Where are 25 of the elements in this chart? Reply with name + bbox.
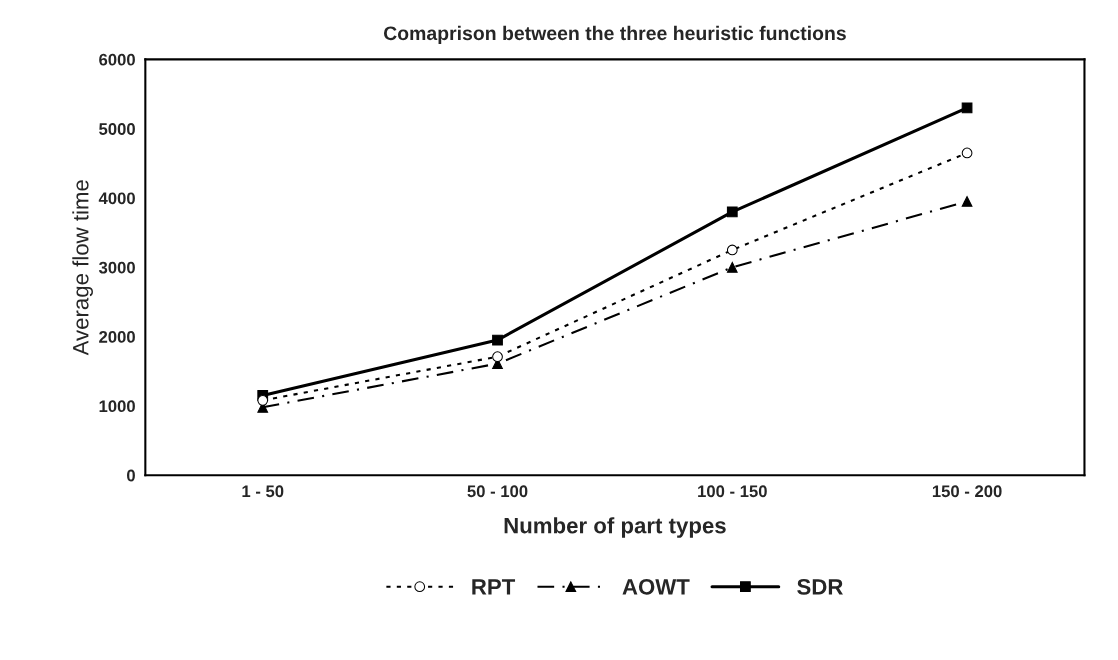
y-tick-label: 1000	[99, 400, 135, 413]
point	[726, 206, 738, 218]
x-tick-label: 1 - 50	[242, 485, 284, 498]
point	[492, 351, 503, 363]
x-tick-label: 100 - 150	[698, 485, 767, 498]
y-tick-label: 5000	[99, 123, 135, 135]
point	[961, 147, 973, 159]
point	[492, 334, 503, 346]
y-tick-label: 2000	[99, 331, 135, 343]
x-tick-label: 50 - 100	[467, 485, 528, 498]
point	[726, 261, 738, 273]
x-tick-label: 150 - 200	[932, 485, 1002, 498]
y-tick-label: 3000	[98, 261, 135, 274]
y-tick-label: 6000	[99, 53, 135, 66]
legend-label: RPT	[472, 579, 516, 595]
point	[726, 244, 738, 256]
point	[257, 394, 269, 406]
y-tick-label: 0	[127, 469, 135, 482]
chart-title: Comaprison between the three heuristic functions	[383, 25, 846, 44]
x-axis-title: Number of part types	[504, 517, 726, 538]
legend-label: AOWT	[622, 578, 690, 595]
y-axis-title: Average flow time	[72, 180, 93, 356]
legend-label: SDR	[797, 578, 843, 595]
point	[961, 196, 973, 207]
y-tick-label: 4000	[98, 192, 135, 205]
